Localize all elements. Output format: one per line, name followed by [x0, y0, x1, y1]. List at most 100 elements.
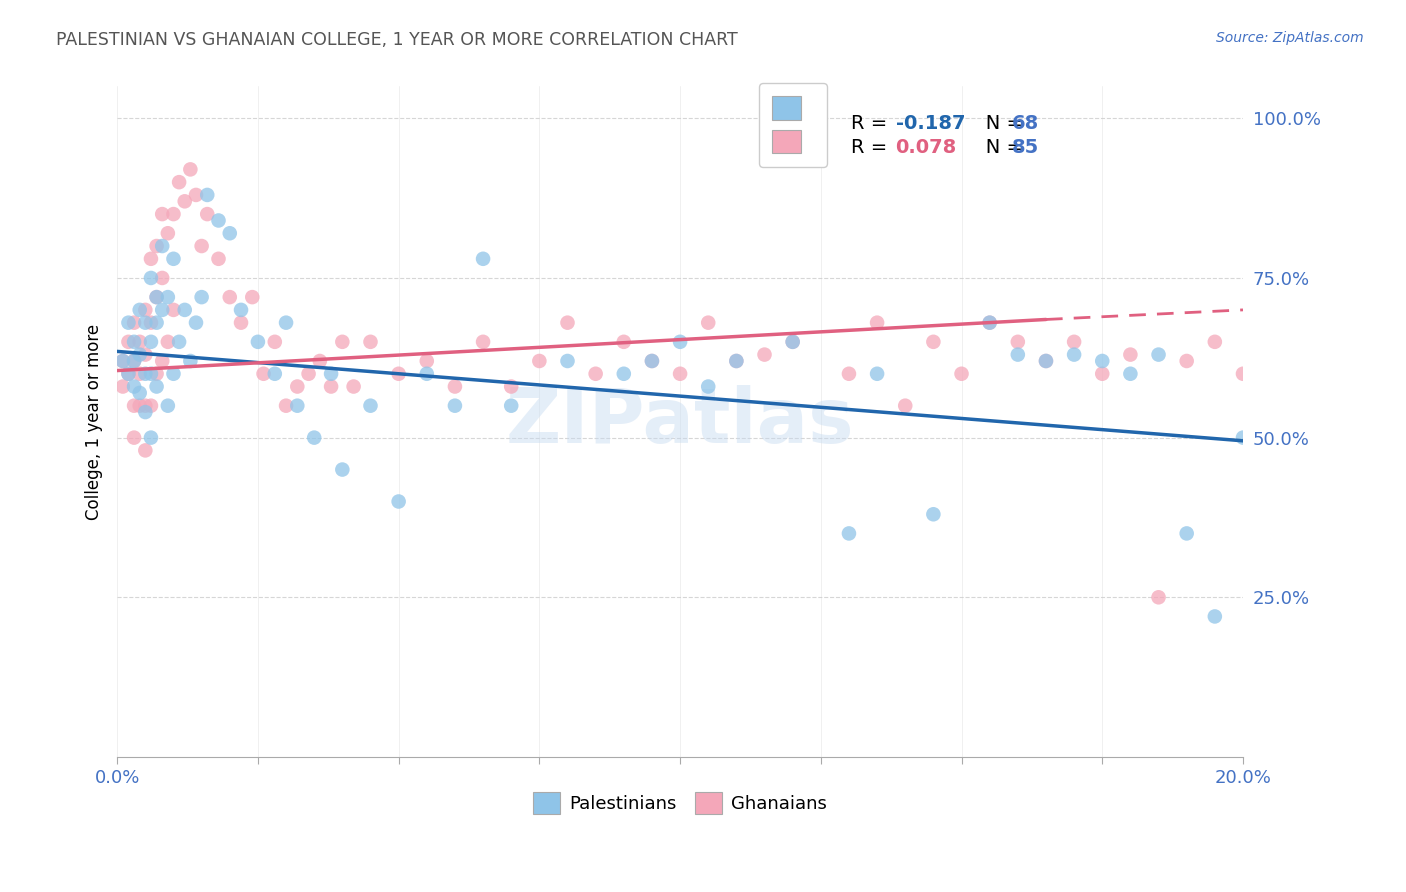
- Point: [184, 316, 207, 330]
- Point: [1175, 354, 1198, 368]
- Point: [134, 367, 156, 381]
- Point: [173, 302, 195, 317]
- Point: [156, 334, 179, 349]
- Point: [285, 399, 308, 413]
- Text: 85: 85: [1012, 137, 1039, 156]
- Point: [330, 334, 353, 349]
- Y-axis label: College, 1 year or more: College, 1 year or more: [86, 324, 103, 520]
- Point: [122, 334, 145, 349]
- Point: [388, 367, 411, 381]
- Text: 68: 68: [1012, 113, 1039, 133]
- Legend: Palestinians, Ghanaians: Palestinians, Ghanaians: [526, 785, 834, 822]
- Text: 0.078: 0.078: [896, 137, 956, 156]
- Point: [613, 367, 636, 381]
- Point: [150, 302, 173, 317]
- Point: [190, 290, 212, 304]
- Point: [156, 399, 179, 413]
- Point: [252, 367, 274, 381]
- Point: [1119, 348, 1142, 362]
- Point: [139, 316, 162, 330]
- Point: [1007, 348, 1029, 362]
- Point: [122, 431, 145, 445]
- Point: [145, 367, 167, 381]
- Point: [218, 226, 240, 240]
- Point: [122, 379, 145, 393]
- Point: [190, 239, 212, 253]
- Point: [128, 385, 150, 400]
- Point: [557, 354, 579, 368]
- Point: [111, 354, 134, 368]
- Point: [669, 367, 692, 381]
- Point: [218, 290, 240, 304]
- Text: R =: R =: [851, 113, 893, 133]
- Point: [782, 334, 804, 349]
- Point: [145, 290, 167, 304]
- Point: [754, 348, 776, 362]
- Point: [145, 239, 167, 253]
- Point: [613, 334, 636, 349]
- Point: [529, 354, 551, 368]
- Point: [128, 367, 150, 381]
- Point: [922, 508, 945, 522]
- Point: [134, 443, 156, 458]
- Point: [669, 334, 692, 349]
- Text: ZIPatlas: ZIPatlas: [506, 384, 855, 458]
- Point: [117, 316, 139, 330]
- Point: [1091, 367, 1114, 381]
- Point: [979, 316, 1001, 330]
- Point: [274, 316, 297, 330]
- Point: [263, 367, 285, 381]
- Point: [1063, 334, 1085, 349]
- Point: [1147, 348, 1170, 362]
- Point: [501, 379, 523, 393]
- Point: [128, 348, 150, 362]
- Point: [585, 367, 607, 381]
- Point: [697, 316, 720, 330]
- Point: [162, 252, 184, 266]
- Point: [139, 271, 162, 285]
- Point: [641, 354, 664, 368]
- Point: [444, 379, 467, 393]
- Text: PALESTINIAN VS GHANAIAN COLLEGE, 1 YEAR OR MORE CORRELATION CHART: PALESTINIAN VS GHANAIAN COLLEGE, 1 YEAR …: [56, 31, 738, 49]
- Point: [1119, 367, 1142, 381]
- Point: [117, 334, 139, 349]
- Point: [167, 175, 190, 189]
- Point: [894, 399, 917, 413]
- Point: [866, 367, 889, 381]
- Point: [128, 334, 150, 349]
- Point: [150, 271, 173, 285]
- Point: [297, 367, 319, 381]
- Point: [122, 316, 145, 330]
- Point: [139, 431, 162, 445]
- Point: [111, 354, 134, 368]
- Point: [1175, 526, 1198, 541]
- Point: [1091, 354, 1114, 368]
- Point: [1035, 354, 1057, 368]
- Point: [184, 188, 207, 202]
- Point: [122, 354, 145, 368]
- Text: N =: N =: [967, 113, 1029, 133]
- Text: N =: N =: [967, 137, 1029, 156]
- Text: -0.187: -0.187: [896, 113, 965, 133]
- Point: [950, 367, 973, 381]
- Point: [472, 252, 495, 266]
- Point: [229, 302, 252, 317]
- Text: Source: ZipAtlas.com: Source: ZipAtlas.com: [1216, 31, 1364, 45]
- Point: [134, 399, 156, 413]
- Point: [697, 379, 720, 393]
- Point: [139, 399, 162, 413]
- Point: [134, 348, 156, 362]
- Point: [122, 399, 145, 413]
- Point: [134, 316, 156, 330]
- Point: [274, 399, 297, 413]
- Point: [330, 462, 353, 476]
- Point: [416, 354, 439, 368]
- Point: [156, 226, 179, 240]
- Point: [117, 367, 139, 381]
- Point: [128, 399, 150, 413]
- Point: [1035, 354, 1057, 368]
- Point: [1063, 348, 1085, 362]
- Point: [150, 354, 173, 368]
- Point: [725, 354, 748, 368]
- Point: [342, 379, 364, 393]
